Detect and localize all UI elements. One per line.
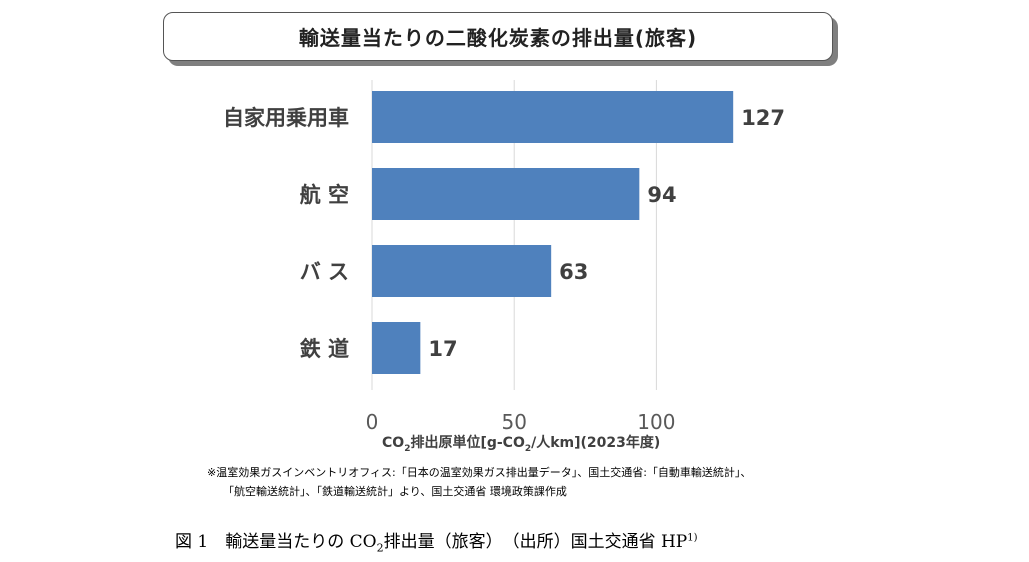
value-label: 94 <box>647 183 676 207</box>
x-tick-label: 100 <box>637 410 675 434</box>
category-label: 航 空 <box>300 183 349 207</box>
x-tick-label: 50 <box>501 410 526 434</box>
category-label: バ ス <box>300 260 349 284</box>
x-axis-title: CO2排出原単位[g-CO2/人km](2023年度) <box>382 435 661 454</box>
bar <box>372 245 552 297</box>
category-label: 鉄 道 <box>300 337 349 361</box>
bar <box>372 322 421 374</box>
source-note-line-2: 「航空輸送統計」、「鉄道輸送統計」より、国土交通省 環境政策課作成 <box>223 485 567 498</box>
figure-caption: 図 1 輸送量当たりの CO2排出量（旅客） （出所）国土交通省 HP1) <box>175 532 698 555</box>
category-label: 自家用乗用車 <box>223 106 349 130</box>
value-label: 127 <box>741 106 785 130</box>
value-label: 17 <box>428 337 457 361</box>
value-labels: 127 94 63 17 <box>428 106 785 361</box>
value-label: 63 <box>559 260 588 284</box>
bar <box>372 91 734 143</box>
source-note-line-1: ※温室効果ガスインベントリオフィス:「日本の温室効果ガス排出量データ」、国土交通… <box>207 466 752 479</box>
bars <box>372 91 734 374</box>
tick-labels: 0 50 100 <box>366 410 676 434</box>
x-tick-label: 0 <box>366 410 379 434</box>
bar <box>372 168 640 220</box>
chart-title: 輸送量当たりの二酸化炭素の排出量(旅客) <box>163 12 833 61</box>
